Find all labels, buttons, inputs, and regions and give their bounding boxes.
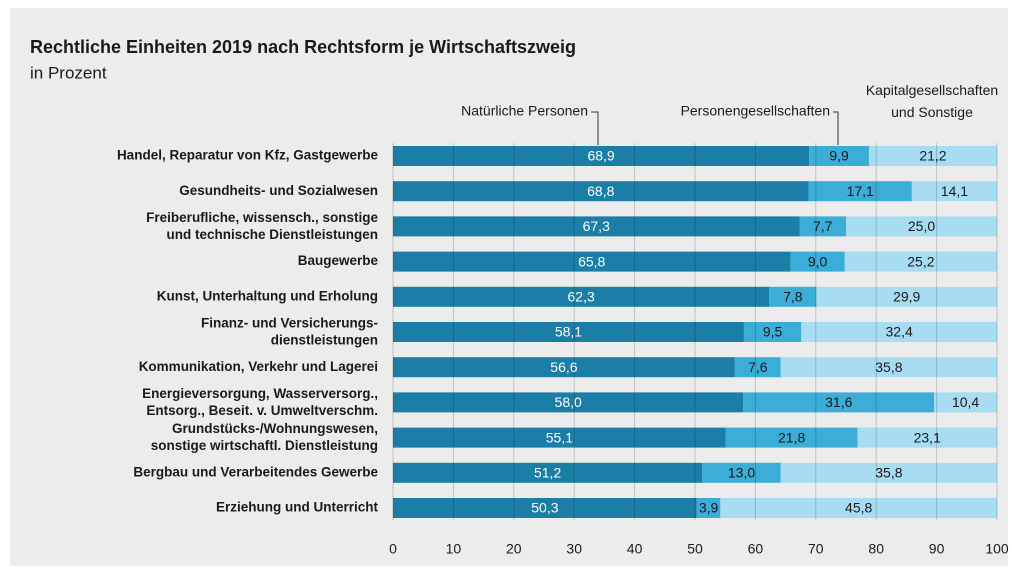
chart-title: Rechtliche Einheiten 2019 nach Rechtsfor…	[30, 37, 576, 57]
legend-label: Natürliche Personen	[461, 103, 588, 119]
value-label: 55,1	[546, 429, 573, 445]
bar-segment	[393, 427, 726, 448]
bar-segment	[393, 251, 791, 272]
value-label: 45,8	[845, 500, 872, 516]
value-label: 7,8	[783, 289, 803, 305]
bar-segment	[911, 181, 997, 202]
value-label: 51,2	[534, 465, 561, 481]
bar-segment	[790, 251, 845, 272]
value-label: 65,8	[578, 253, 605, 269]
bar-segment	[868, 146, 997, 166]
bar-segment	[769, 286, 817, 307]
value-label: 62,3	[568, 289, 595, 305]
value-label: 67,3	[583, 218, 610, 234]
x-tick-label: 0	[389, 541, 397, 557]
y-tick-label: Bergbau und Verarbeitendes Gewerbe	[133, 464, 378, 479]
x-tick-label: 40	[627, 541, 643, 557]
bar-segment	[780, 357, 997, 378]
y-tick-label: Kommunikation, Verkehr und Lagerei	[139, 359, 378, 374]
value-label: 13,0	[728, 465, 755, 481]
legend-label: Personengesellschaften	[681, 103, 830, 119]
bar-segment	[808, 181, 912, 202]
bar-segment	[393, 357, 735, 378]
value-label: 21,8	[778, 429, 805, 445]
x-tick-label: 60	[748, 541, 764, 557]
bar-segment	[725, 427, 858, 448]
bar-segment	[934, 392, 997, 413]
value-label: 25,2	[907, 253, 934, 269]
bar-segment	[702, 462, 781, 483]
bar-segment	[393, 181, 809, 202]
value-label: 35,8	[875, 465, 902, 481]
value-label: 32,4	[886, 324, 913, 340]
value-label: 7,6	[748, 359, 768, 375]
value-label: 56,6	[550, 359, 577, 375]
y-tick-label: Finanz- und Versicherungs-dienstleistung…	[201, 315, 378, 347]
bar-segment	[799, 216, 846, 237]
y-tick-label: Erziehung und Unterricht	[216, 500, 379, 515]
x-tick-label: 20	[506, 541, 522, 557]
value-label: 3,9	[699, 500, 719, 516]
chart-subtitle: in Prozent	[30, 63, 107, 82]
bar-segment	[393, 322, 744, 342]
value-label: 7,7	[813, 218, 833, 234]
bar-segment	[393, 146, 810, 166]
bar-segment	[857, 427, 997, 448]
value-label: 10,4	[952, 394, 979, 410]
value-label: 68,8	[587, 183, 614, 199]
y-tick-label: Grundstücks-/Wohnungswesen, sonstige wirt…	[151, 421, 378, 453]
bar-segment	[734, 357, 781, 378]
value-label: 9,0	[808, 253, 828, 269]
bar-segment	[743, 322, 802, 342]
x-tick-label: 90	[929, 541, 945, 557]
leader-line	[833, 111, 839, 145]
bar-segment	[393, 216, 800, 237]
bar-segment	[393, 392, 744, 413]
value-label: 21,2	[919, 148, 946, 164]
bar-segment	[393, 462, 703, 483]
bar-segment	[393, 286, 770, 307]
value-label: 68,9	[587, 148, 614, 164]
x-tick-label: 100	[985, 541, 1009, 557]
bar-segment	[743, 392, 935, 413]
value-label: 17,1	[847, 183, 874, 199]
value-label: 31,6	[825, 394, 852, 410]
bar-segment	[844, 251, 997, 272]
x-tick-label: 70	[808, 541, 824, 557]
value-label: 23,1	[914, 429, 941, 445]
y-tick-label: Freiberufliche, wissensch., sonstige und …	[146, 209, 378, 241]
value-label: 35,8	[875, 359, 902, 375]
value-label: 14,1	[941, 183, 968, 199]
bar-segment	[809, 146, 869, 166]
y-tick-label: Baugewerbe	[298, 253, 379, 268]
bar-segment	[801, 322, 997, 342]
y-tick-label: Energieversorgung, Wasserversorg., Entsor…	[142, 385, 378, 417]
bar-segment	[393, 498, 697, 518]
value-label: 9,5	[763, 324, 783, 340]
value-label: 25,0	[908, 218, 935, 234]
x-tick-label: 10	[446, 541, 462, 557]
x-tick-label: 80	[868, 541, 884, 557]
bar-segment	[720, 498, 997, 518]
value-label: 58,1	[555, 324, 582, 340]
leader-line	[591, 111, 599, 145]
value-label: 29,9	[893, 289, 920, 305]
x-tick-label: 30	[566, 541, 582, 557]
y-tick-label: Kunst, Unterhaltung und Erholung	[157, 288, 378, 303]
bar-segment	[780, 462, 997, 483]
bar-segment	[846, 216, 997, 237]
y-tick-label: Gesundheits- und Sozialwesen	[179, 183, 378, 198]
y-tick-label: Handel, Reparatur von Kfz, Gastgewerbe	[117, 148, 379, 163]
value-label: 58,0	[555, 394, 582, 410]
legend-label: Kapitalgesellschaften und Sonstige	[866, 82, 998, 120]
value-label: 9,9	[829, 148, 849, 164]
value-label: 50,3	[531, 500, 558, 516]
bar-segment	[696, 498, 721, 518]
x-tick-label: 50	[687, 541, 703, 557]
bar-segment	[816, 286, 997, 307]
